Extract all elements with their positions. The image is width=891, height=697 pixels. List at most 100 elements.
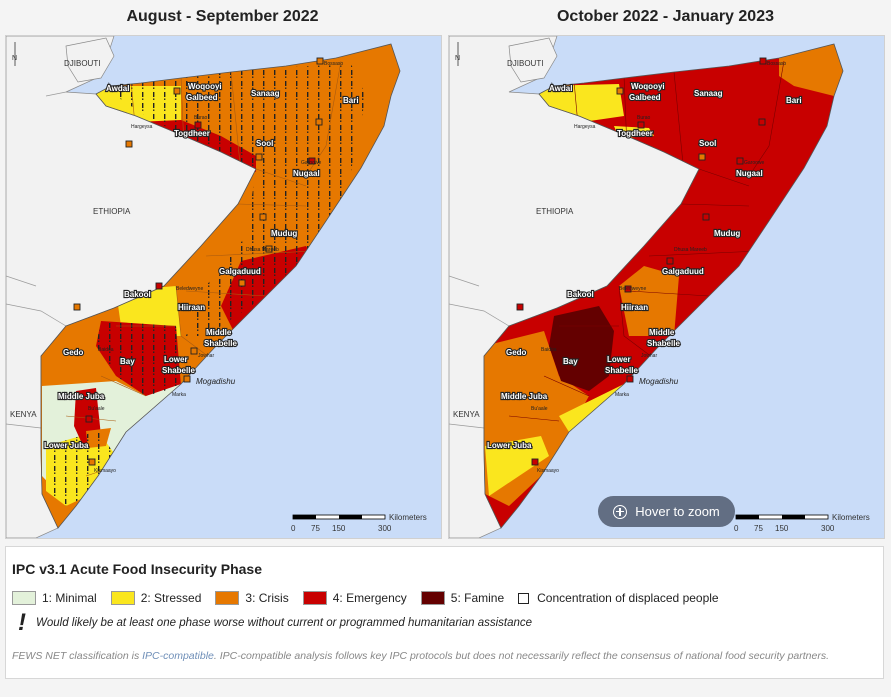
region-hiiraan: Hiiraan [178,303,205,312]
region-middle-juba: Middle Juba [58,392,105,401]
legend-phases: 1: Minimal 2: Stressed 3: Crisis 4: Emer… [12,591,733,605]
region-galbeed: Galbeed [186,93,218,102]
displaced-markers-right [516,57,767,466]
svg-text:Kilometers: Kilometers [389,513,427,522]
legend-phase-3: 3: Crisis [215,591,289,605]
scale-bar-left: Kilometers 0 75 150 300 [291,513,427,533]
djibouti-land [65,37,115,83]
legend-swatch-1 [12,591,36,605]
svg-text:Baidoa: Baidoa [541,347,557,353]
region-lower: Lower [164,355,188,364]
svg-text:Awdal: Awdal [549,84,572,93]
region-bay: Bay [120,357,135,366]
region-sanaag: Sanaag [251,89,280,98]
svg-text:Hargeysa: Hargeysa [574,124,596,130]
city-hargeysa: Hargeysa [131,124,153,130]
map-panel-left[interactable]: N DJIBOUTI ETHIOPIA KENYA Awdal Woqooyi … [5,35,442,539]
city-marka: Marka [172,392,186,398]
map-title-left: August - September 2022 [126,8,319,25]
svg-text:Nugaal: Nugaal [736,169,763,178]
svg-text:Galbeed: Galbeed [629,93,661,102]
city-bossaso: Bossaso [324,61,343,67]
legend-panel: IPC v3.1 Acute Food Insecurity Phase 1: … [5,546,884,679]
hover-to-zoom-button[interactable]: Hover to zoom [598,496,735,527]
country-borders [6,91,67,429]
legend-phase-5: 5: Famine [420,591,504,605]
legend-assistance: ! Would likely be at least one phase wor… [18,609,533,636]
ipc-compatible-link[interactable]: IPC-compatible [142,650,214,662]
city-burao: Burao [194,115,208,121]
svg-text:75: 75 [311,524,320,533]
svg-text:Shabelle: Shabelle [647,339,680,348]
zoom-button-label: Hover to zoom [635,504,720,519]
svg-text:N: N [12,55,17,62]
map-title-right: October 2022 - January 2023 [556,8,774,25]
svg-text:Mudug: Mudug [714,229,740,238]
svg-text:Bari: Bari [786,96,802,105]
zoom-plus-icon [613,504,628,519]
svg-text:Woqooyi: Woqooyi [631,82,665,91]
map-right-svg: N DJIBOUTI ETHIOPIA KENYA Awdal Woqooyi … [449,36,870,538]
svg-text:Hiiraan: Hiiraan [621,303,648,312]
label-ethiopia: ETHIOPIA [93,207,131,216]
legend-swatch-2 [110,591,135,605]
map-panel-right[interactable]: N DJIBOUTI ETHIOPIA KENYA Awdal Woqooyi … [448,35,885,539]
region-lower-shabelle: Shabelle [162,366,195,375]
svg-text:Garoowe: Garoowe [744,160,765,166]
city-dhusamareeb: Dhusa Mareeb [246,247,279,253]
svg-text:Jowhar: Jowhar [641,353,657,359]
svg-text:Bakool: Bakool [567,290,594,299]
region-lower-juba: Lower Juba [44,441,89,450]
svg-text:Shabelle: Shabelle [605,366,638,375]
legend-footnote: FEWS NET classification is IPC-compatibl… [12,650,830,662]
displaced-markers-left [73,57,324,466]
svg-text:Burao: Burao [637,115,651,121]
svg-text:150: 150 [775,524,789,533]
svg-text:Sanaag: Sanaag [694,89,723,98]
svg-text:Togdheer: Togdheer [617,129,653,138]
map-left-svg: N DJIBOUTI ETHIOPIA KENYA Awdal Woqooyi … [6,36,427,538]
region-sool: Sool [256,139,273,148]
city-garoowe: Garoowe [301,160,322,166]
svg-text:Bossaso: Bossaso [767,61,786,67]
svg-text:300: 300 [378,524,392,533]
svg-text:Galgaduud: Galgaduud [662,267,704,276]
label-kenya-right: KENYA [453,410,480,419]
legend-swatch-5 [420,591,445,605]
city-kismaayo: Kismaayo [94,468,116,474]
svg-text:Lower: Lower [607,355,631,364]
legend-phase-2: 2: Stressed [110,591,201,605]
legend-phase-4: 4: Emergency [302,591,407,605]
region-nugaal: Nugaal [293,169,320,178]
legend-swatch-3 [215,591,240,605]
svg-text:0: 0 [734,524,739,533]
region-galgaduud: Galgaduud [219,267,261,276]
exclamation-icon: ! [18,609,26,636]
region-woqooyi: Woqooyi [188,82,222,91]
svg-text:Middle: Middle [649,328,675,337]
svg-text:Bu'aale: Bu'aale [531,406,548,412]
city-jowhar: Jowhar [198,353,214,359]
label-ethiopia-right: ETHIOPIA [536,207,574,216]
svg-text:Kilometers: Kilometers [832,513,870,522]
city-buaale: Bu'aale [88,406,105,412]
svg-text:Lower Juba: Lower Juba [487,441,532,450]
scale-bar-right: Kilometers 0 75 150 300 [734,513,870,533]
svg-text:Sool: Sool [699,139,716,148]
legend-title: IPC v3.1 Acute Food Insecurity Phase [12,561,263,577]
svg-text:150: 150 [332,524,346,533]
region-bakool: Bakool [124,290,151,299]
label-djibouti: DJIBOUTI [64,59,100,68]
legend-displaced: Concentration of displaced people [518,591,719,605]
region-bari: Bari [343,96,359,105]
svg-text:Mogadishu: Mogadishu [639,377,679,386]
svg-text:Kismaayo: Kismaayo [537,468,559,474]
label-djibouti-right: DJIBOUTI [507,59,543,68]
svg-text:Middle Juba: Middle Juba [501,392,548,401]
city-baidoa: Baidoa [98,347,114,353]
legend-swatch-4 [302,591,327,605]
svg-text:Dhusa Mareeb: Dhusa Mareeb [674,247,707,253]
region-middle: Middle [206,328,232,337]
svg-text:Marka: Marka [615,392,629,398]
city-mogadishu: Mogadishu [196,377,236,386]
